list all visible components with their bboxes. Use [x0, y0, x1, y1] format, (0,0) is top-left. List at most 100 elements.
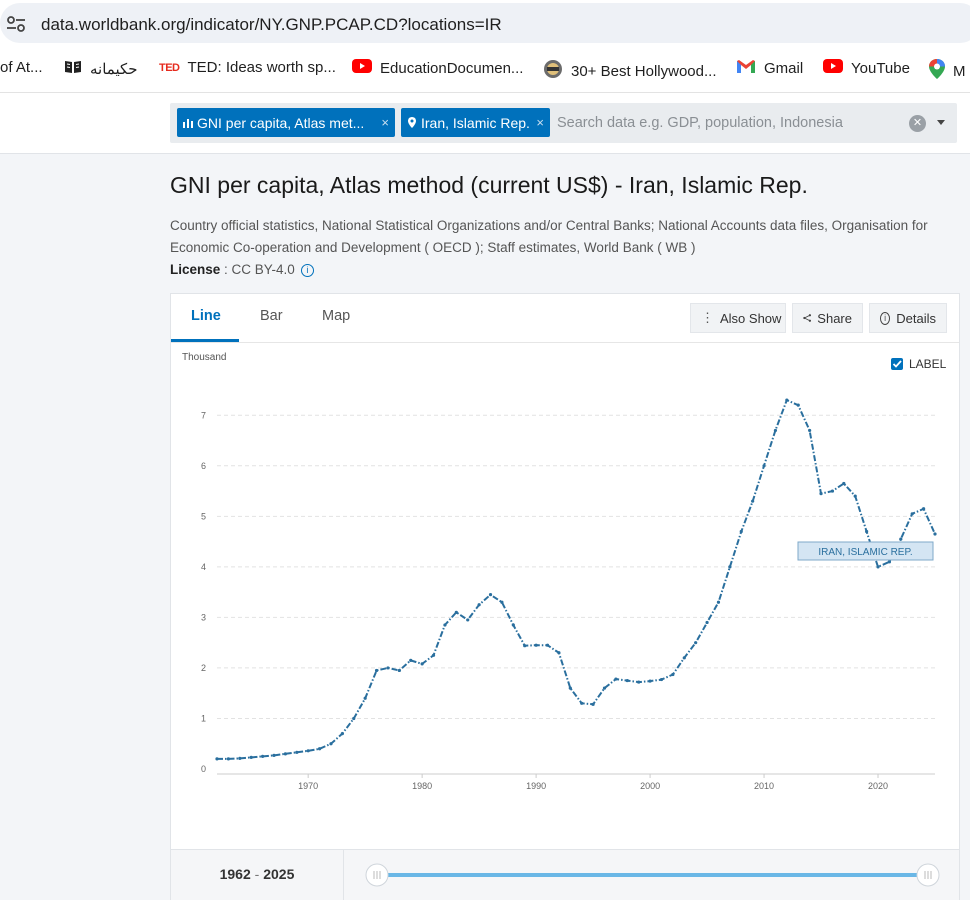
- data-point[interactable]: [249, 755, 253, 759]
- data-point[interactable]: [933, 532, 937, 536]
- data-point[interactable]: [796, 403, 800, 407]
- close-icon[interactable]: ×: [381, 115, 389, 130]
- data-point[interactable]: [671, 672, 675, 677]
- details-button[interactable]: i Details: [869, 303, 947, 333]
- series-line[interactable]: [217, 398, 936, 760]
- data-point[interactable]: [625, 678, 629, 683]
- data-point[interactable]: [887, 560, 892, 564]
- data-point[interactable]: [716, 600, 721, 604]
- clear-icon[interactable]: ✕: [909, 115, 926, 132]
- data-point[interactable]: [420, 662, 424, 666]
- share-button[interactable]: Share: [792, 303, 863, 333]
- data-point[interactable]: [910, 512, 914, 516]
- data-point[interactable]: [773, 428, 778, 433]
- label-toggle[interactable]: LABEL: [891, 357, 947, 371]
- data-point[interactable]: [568, 686, 572, 690]
- data-point[interactable]: [762, 464, 766, 468]
- data-point[interactable]: [431, 653, 436, 657]
- data-point[interactable]: [545, 643, 550, 647]
- close-icon[interactable]: ×: [536, 115, 544, 130]
- data-point[interactable]: [260, 754, 265, 758]
- data-point[interactable]: [317, 747, 322, 751]
- data-point[interactable]: [534, 643, 538, 647]
- data-point[interactable]: [238, 756, 242, 760]
- label-checkbox[interactable]: [891, 358, 903, 370]
- data-point[interactable]: [500, 600, 504, 604]
- data-point[interactable]: [511, 623, 515, 627]
- year-range-slider[interactable]: [171, 850, 959, 900]
- data-point[interactable]: [591, 702, 595, 706]
- data-point[interactable]: [397, 668, 401, 673]
- info-icon[interactable]: i: [300, 264, 314, 277]
- data-point[interactable]: [295, 750, 299, 754]
- url-text[interactable]: data.worldbank.org/indicator/NY.GNP.PCAP…: [41, 15, 502, 34]
- indicator-chip[interactable]: GNI per capita, Atlas met... ×: [177, 108, 395, 137]
- license-value[interactable]: : CC BY-4.0: [220, 262, 295, 277]
- bookmark-item[interactable]: M: [929, 59, 966, 83]
- data-point[interactable]: [785, 398, 789, 402]
- data-point[interactable]: [899, 537, 903, 541]
- country-chip[interactable]: Iran, Islamic Rep. ×: [401, 108, 550, 137]
- data-point[interactable]: [602, 686, 607, 690]
- bookmark-item[interactable]: 30+ Best Hollywood...: [543, 59, 717, 83]
- data-point[interactable]: [682, 656, 686, 660]
- bookmark-item[interactable]: EducationDocumen...: [352, 59, 523, 77]
- data-point[interactable]: [226, 757, 230, 761]
- data-point[interactable]: [830, 489, 835, 493]
- data-point[interactable]: [751, 499, 755, 503]
- data-point[interactable]: [637, 680, 641, 684]
- bookmark-item[interactable]: Gmail: [736, 59, 803, 78]
- data-point[interactable]: [523, 644, 527, 648]
- tab-line[interactable]: Line: [191, 308, 221, 324]
- data-point[interactable]: [488, 593, 493, 597]
- data-point[interactable]: [477, 603, 481, 607]
- data-point[interactable]: [329, 742, 333, 746]
- data-point[interactable]: [614, 677, 618, 681]
- data-point[interactable]: [739, 529, 743, 534]
- data-point[interactable]: [580, 701, 584, 705]
- also-show-button[interactable]: ⋮ Also Show: [690, 303, 786, 333]
- data-point[interactable]: [648, 679, 652, 683]
- bookmark-item[interactable]: YouTube: [823, 59, 910, 77]
- data-point[interactable]: [409, 658, 413, 662]
- data-point[interactable]: [728, 565, 732, 569]
- data-point[interactable]: [283, 752, 287, 756]
- indicator-search-box[interactable]: GNI per capita, Atlas met... × Iran, Isl…: [170, 103, 957, 143]
- tab-bar[interactable]: Bar: [260, 308, 283, 324]
- chevron-down-icon[interactable]: [937, 120, 945, 125]
- address-field[interactable]: data.worldbank.org/indicator/NY.GNP.PCAP…: [0, 3, 970, 43]
- data-point[interactable]: [876, 565, 880, 569]
- data-point[interactable]: [466, 618, 470, 622]
- bookmark-item[interactable]: of At...: [0, 59, 43, 76]
- data-point[interactable]: [842, 481, 846, 486]
- data-point[interactable]: [374, 668, 379, 673]
- bookmark-item[interactable]: TED TED: Ideas worth sp...: [159, 59, 336, 76]
- data-point[interactable]: [865, 529, 869, 534]
- data-point[interactable]: [819, 491, 823, 496]
- data-point[interactable]: [557, 651, 561, 655]
- data-point[interactable]: [215, 757, 219, 761]
- data-point[interactable]: [694, 641, 698, 645]
- data-point[interactable]: [352, 716, 356, 721]
- data-point[interactable]: [386, 666, 390, 670]
- slider-handle-start[interactable]: [365, 863, 389, 887]
- data-point[interactable]: [454, 610, 458, 614]
- data-point[interactable]: [272, 753, 276, 757]
- site-settings-icon[interactable]: [6, 16, 26, 32]
- slider-handle-end[interactable]: [916, 863, 940, 887]
- series-label[interactable]: IRAN, ISLAMIC REP.: [797, 541, 934, 561]
- tab-map[interactable]: Map: [322, 308, 351, 324]
- data-point[interactable]: [340, 732, 344, 736]
- search-placeholder[interactable]: Search data e.g. GDP, population, Indone…: [557, 115, 843, 131]
- data-point[interactable]: [363, 696, 367, 700]
- data-point[interactable]: [922, 507, 926, 511]
- line-chart: Thousand LABEL 0 1 2 3 4 5 6 7 1970 1980 1990 2000…: [182, 352, 947, 791]
- data-point[interactable]: [705, 620, 709, 625]
- bookmark-label: 30+ Best Hollywood...: [571, 62, 717, 80]
- data-point[interactable]: [853, 494, 857, 498]
- data-point[interactable]: [659, 677, 664, 682]
- data-point[interactable]: [306, 749, 310, 753]
- bookmark-item[interactable]: حکیمانه: [64, 59, 138, 79]
- data-point[interactable]: [443, 623, 447, 627]
- data-point[interactable]: [808, 428, 812, 433]
